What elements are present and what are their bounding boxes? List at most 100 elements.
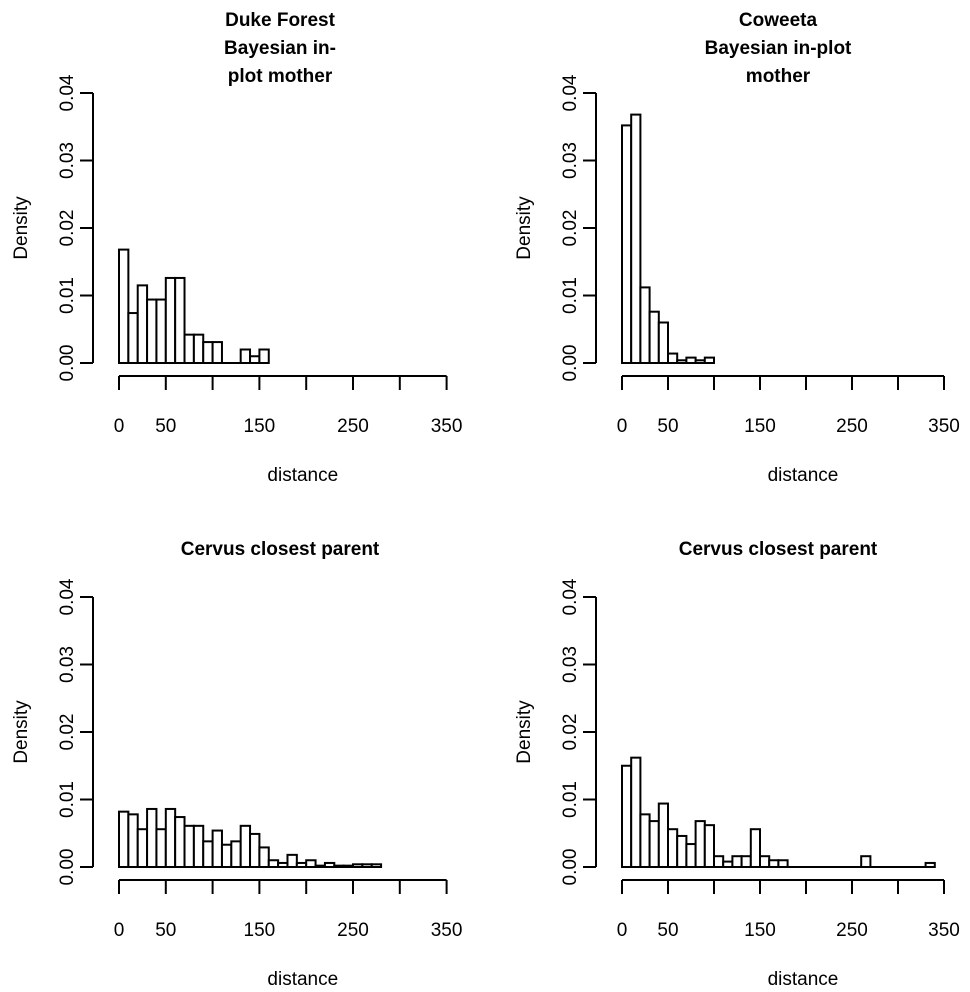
y-tick-label: 0.01 [57, 781, 78, 818]
x-tick-label: 350 [928, 416, 960, 437]
y-tick-label: 0.00 [57, 849, 78, 886]
x-tick-label: 50 [155, 416, 176, 437]
histogram-panel-1: Duke Forest Bayesian in-plot mother 0 50 150… [11, 10, 462, 486]
histogram-bar [230, 840, 242, 868]
histogram-bar [155, 828, 167, 869]
histogram-bar [183, 824, 195, 869]
x-tick-label: 250 [836, 416, 868, 437]
histogram-bar [258, 348, 270, 364]
y-tick-label: 0.01 [560, 277, 581, 314]
histogram-bar [657, 802, 669, 868]
y-tick-label: 0.03 [57, 142, 78, 179]
histogram-bar [685, 843, 697, 868]
x-tick-label: 350 [928, 920, 960, 941]
panel-title-line: Cervus closest parent [181, 539, 380, 560]
histogram-bar [749, 828, 761, 869]
histogram-bar [146, 807, 158, 869]
x-axis-label: distance [267, 465, 338, 486]
histogram-panel-2: Coweeta Bayesian in-plot mother 0 50 150 250 35… [514, 10, 960, 486]
histogram-bar [118, 248, 130, 365]
histogram-bar [667, 352, 679, 364]
histogram-bar [621, 764, 633, 868]
histogram-bar [239, 348, 252, 364]
histogram-bar [639, 813, 651, 868]
histogram-bar [127, 312, 139, 364]
histogram-bar [768, 859, 780, 868]
histogram-bar [239, 824, 252, 869]
histogram-bar [639, 286, 651, 364]
panel-title-line: Bayesian in- [224, 38, 336, 59]
x-tick-label: 150 [244, 416, 276, 437]
y-tick-label: 0.02 [57, 210, 78, 247]
panel-title-line: Duke Forest [225, 10, 335, 31]
x-tick-label: 50 [155, 920, 176, 941]
y-tick-label: 0.00 [57, 345, 78, 382]
y-axis-label: Density [514, 700, 535, 764]
histogram-bar [777, 859, 789, 868]
histogram-bar [648, 310, 660, 365]
histogram-bar [676, 834, 688, 869]
x-tick-label: 250 [836, 920, 868, 941]
panel-title-line: plot mother [228, 66, 333, 87]
y-tick-label: 0.03 [57, 646, 78, 683]
histogram-bar [621, 124, 633, 365]
x-tick-label: 0 [617, 416, 628, 437]
histogram-bar [713, 855, 725, 869]
x-tick-label: 350 [431, 920, 463, 941]
histogram-bar [694, 820, 706, 868]
y-tick-label: 0.04 [560, 74, 581, 111]
histogram-bar [249, 832, 261, 868]
x-axis-label: distance [768, 969, 839, 990]
x-tick-label: 0 [114, 416, 125, 437]
histogram-bar [174, 816, 186, 868]
histogram-bar [164, 276, 177, 365]
histogram-bar [202, 840, 214, 868]
histogram-bar [164, 807, 177, 869]
panel-title-line: Cervus closest parent [679, 539, 878, 560]
histogram-bar [155, 298, 167, 364]
y-tick-label: 0.02 [560, 714, 581, 751]
y-tick-label: 0.04 [560, 578, 581, 615]
histogram-bar [630, 113, 642, 364]
y-tick-label: 0.00 [560, 849, 581, 886]
histogram-bar [740, 855, 752, 869]
x-axis-label: distance [267, 969, 338, 990]
x-tick-label: 250 [337, 920, 369, 941]
x-tick-label: 50 [657, 416, 678, 437]
histogram-bar [220, 843, 233, 868]
y-tick-label: 0.01 [57, 277, 78, 314]
histogram-panel-4: Cervus closest parent 0 50 150 250 350 distanc… [514, 539, 960, 990]
histogram-bar [759, 855, 771, 869]
histogram-bar [118, 810, 130, 869]
y-tick-label: 0.01 [560, 781, 581, 818]
y-tick-label: 0.04 [57, 74, 78, 111]
x-tick-label: 50 [657, 920, 678, 941]
histogram-bar [174, 276, 186, 365]
x-tick-label: 150 [244, 920, 276, 941]
histogram-bar [267, 859, 280, 868]
histogram-bar [860, 855, 872, 869]
histogram-bar [211, 341, 223, 365]
histogram-bar [211, 829, 223, 868]
histogram-bar [305, 859, 317, 868]
histogram-bar [648, 820, 660, 868]
histogram-bar [202, 341, 214, 365]
histogram-bar [183, 333, 195, 364]
x-tick-label: 150 [744, 416, 776, 437]
y-axis-label: Density [11, 700, 32, 764]
x-tick-label: 350 [431, 416, 463, 437]
histogram-bar [192, 333, 205, 364]
histogram-bar [703, 824, 715, 869]
histogram-bar [286, 853, 298, 868]
y-axis-label: Density [11, 196, 32, 260]
histogram-bar [136, 284, 149, 364]
histogram-bar [667, 828, 679, 869]
x-tick-label: 0 [617, 920, 628, 941]
panel-title-line: mother [746, 66, 811, 87]
panel-title-line: Bayesian in-plot [705, 38, 852, 59]
histogram-panel-3: Cervus closest parent 0 50 150 250 350 distanc… [11, 539, 462, 990]
y-tick-label: 0.04 [57, 578, 78, 615]
x-axis-label: distance [768, 465, 839, 486]
x-tick-label: 0 [114, 920, 125, 941]
